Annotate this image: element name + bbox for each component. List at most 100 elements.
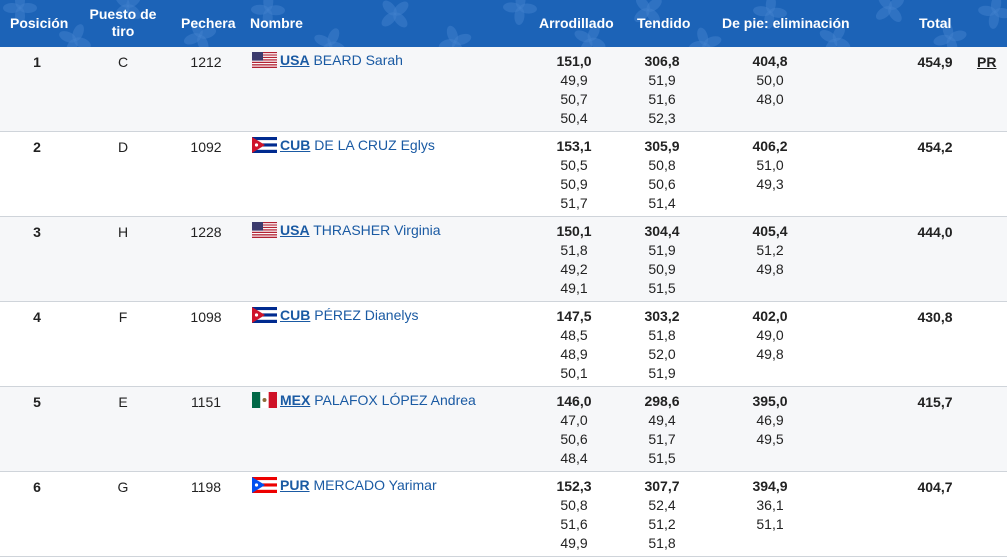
prone-score-series: 50,6: [648, 176, 676, 192]
athlete-name: BEARD Sarah: [313, 52, 403, 68]
standing-score-series: 46,9: [756, 412, 784, 428]
prone-score: 298,6 49,4 51,7 51,5: [632, 392, 692, 468]
prone-score-series: 50,8: [648, 157, 676, 173]
athlete-name-link[interactable]: USA BEARD Sarah: [252, 52, 403, 68]
standing-score-series: 49,3: [756, 176, 784, 192]
athlete-name-link[interactable]: CUB PÉREZ Dianelys: [252, 307, 419, 323]
total-score: 454,9: [917, 54, 953, 70]
prone-score: 305,9 50,8 50,6 51,4: [632, 137, 692, 213]
table-row: 1 C 1212 USA BEARD Sarah 151,0 49,9 50,7 50,4 30…: [0, 47, 1007, 132]
position-cell: 3: [33, 224, 41, 240]
standing-score-series: 49,0: [756, 327, 784, 343]
col-kneeling-header: Arrodillado: [539, 15, 614, 31]
table-row: 2 D 1092 CUB DE LA CRUZ Eglys 153,1 50,5 50,9 5…: [0, 132, 1007, 217]
station-cell: H: [117, 224, 129, 240]
kneeling-score: 153,1 50,5 50,9 51,7: [544, 137, 604, 213]
prone-score: 303,2 51,8 52,0 51,9: [632, 307, 692, 383]
kneeling-score-series: 51,6: [560, 516, 588, 532]
col-position-header: Posición: [10, 15, 69, 31]
standing-score-series: 50,0: [756, 72, 784, 88]
kneeling-score: 146,0 47,0 50,6 48,4: [544, 392, 604, 468]
bib-cell: 1212: [190, 54, 222, 70]
position-cell: 5: [33, 394, 41, 410]
kneeling-score: 152,3 50,8 51,6 49,9: [544, 477, 604, 553]
pur-flag-icon: [252, 477, 280, 493]
prone-score-series: 51,8: [648, 535, 676, 551]
standing-score-total: 394,9: [752, 478, 788, 494]
standing-score-total: 406,2: [752, 138, 788, 154]
athlete-name-link[interactable]: CUB DE LA CRUZ Eglys: [252, 137, 435, 153]
kneeling-score-series: 50,9: [560, 176, 588, 192]
standing-score-total: 402,0: [752, 308, 788, 324]
prone-score-series: 51,4: [648, 195, 676, 211]
standing-score-series: 48,0: [756, 91, 784, 107]
prone-score-series: 51,9: [648, 365, 676, 381]
mex-flag-icon: [252, 392, 280, 408]
usa-flag-icon: [252, 52, 280, 68]
prone-score-series: 52,3: [648, 110, 676, 126]
col-bib-header: Pechera: [181, 15, 236, 31]
prone-score-series: 52,4: [648, 497, 676, 513]
prone-score-total: 305,9: [644, 138, 680, 154]
kneeling-score-total: 147,5: [556, 308, 592, 324]
kneeling-score-series: 48,9: [560, 346, 588, 362]
table-row: 3 H 1228 USA THRASHER Virginia 150,1 51,8 49,2…: [0, 217, 1007, 302]
total-score: 444,0: [917, 224, 953, 240]
prone-score-series: 51,2: [648, 516, 676, 532]
cub-flag-icon: [252, 307, 280, 323]
prone-score-total: 307,7: [644, 478, 680, 494]
col-name-header: Nombre: [250, 15, 303, 31]
athlete-name: MERCADO Yarimar: [313, 477, 437, 493]
athlete-name-link[interactable]: MEX PALAFOX LÓPEZ Andrea: [252, 392, 476, 408]
athlete-name: PALAFOX LÓPEZ Andrea: [314, 392, 476, 408]
table-row: 4 F 1098 CUB PÉREZ Dianelys 147,5 48,5 48,9 50,…: [0, 302, 1007, 387]
prone-score: 307,7 52,4 51,2 51,8: [632, 477, 692, 553]
standing-score-series: 49,5: [756, 431, 784, 447]
athlete-name-link[interactable]: USA THRASHER Virginia: [252, 222, 441, 238]
prone-score-series: 49,4: [648, 412, 676, 428]
table-row: 5 E 1151 MEX PALAFOX LÓPEZ Andrea 146,0 47,0 5…: [0, 387, 1007, 472]
bib-cell: 1151: [190, 394, 222, 410]
kneeling-score-series: 50,8: [560, 497, 588, 513]
standing-score: 405,4 51,2 49,8: [740, 222, 800, 279]
standing-score-total: 395,0: [752, 393, 788, 409]
kneeling-score-series: 50,7: [560, 91, 588, 107]
station-cell: E: [118, 394, 128, 410]
results-table-body: 1 C 1212 USA BEARD Sarah 151,0 49,9 50,7 50,4 30…: [0, 47, 1007, 557]
kneeling-score-total: 151,0: [556, 53, 592, 69]
country-code: MEX: [280, 392, 311, 408]
prone-score: 306,8 51,9 51,6 52,3: [632, 52, 692, 128]
prone-score-series: 51,9: [648, 242, 676, 258]
athlete-name-link[interactable]: PUR MERCADO Yarimar: [252, 477, 437, 493]
kneeling-score-series: 51,8: [560, 242, 588, 258]
table-row: 6 G 1198 PUR MERCADO Yarimar 152,3 50,8 51,6 49…: [0, 472, 1007, 557]
prone-score-series: 50,9: [648, 261, 676, 277]
prone-score-series: 51,8: [648, 327, 676, 343]
standing-score: 404,8 50,0 48,0: [740, 52, 800, 109]
country-code: PUR: [280, 477, 310, 493]
kneeling-score-series: 49,1: [560, 280, 588, 296]
prone-score-series: 51,5: [648, 280, 676, 296]
bib-cell: 1198: [190, 479, 222, 495]
country-code: CUB: [280, 307, 311, 323]
bib-cell: 1092: [190, 139, 222, 155]
standing-score-series: 49,8: [756, 346, 784, 362]
prone-score-total: 298,6: [644, 393, 680, 409]
col-prone-header: Tendido: [637, 15, 691, 31]
standing-score-series: 51,1: [756, 516, 784, 532]
country-code: USA: [280, 222, 310, 238]
prone-score: 304,4 51,9 50,9 51,5: [632, 222, 692, 298]
kneeling-score-series: 49,9: [560, 535, 588, 551]
standing-score: 402,0 49,0 49,8: [740, 307, 800, 364]
prone-score-series: 51,9: [648, 72, 676, 88]
station-cell: G: [117, 479, 129, 495]
prone-score-total: 304,4: [644, 223, 680, 239]
standing-score-series: 36,1: [756, 497, 784, 513]
prone-score-series: 51,7: [648, 431, 676, 447]
record-badge[interactable]: PR: [977, 54, 997, 70]
kneeling-score-total: 152,3: [556, 478, 592, 494]
usa-flag-icon: [252, 222, 280, 238]
station-cell: D: [117, 139, 129, 155]
kneeling-score-series: 50,1: [560, 365, 588, 381]
athlete-name: PÉREZ Dianelys: [314, 307, 419, 323]
